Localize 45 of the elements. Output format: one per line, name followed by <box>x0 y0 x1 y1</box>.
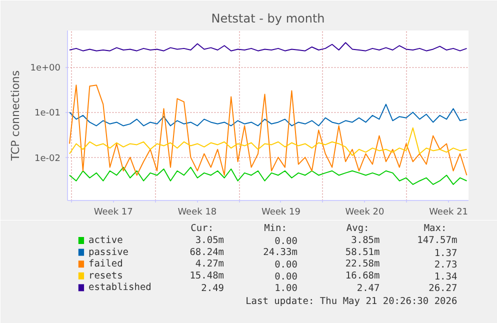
text: Last update: Thu May 21 20:26:30 2026 <box>246 296 458 307</box>
legend-label: resets <box>88 270 123 282</box>
y-tick-label: 1e-01 <box>34 108 61 119</box>
text: 0.00 <box>274 236 298 247</box>
text: 1.00 <box>274 283 298 294</box>
y-tick-label: 1e+00 <box>30 64 61 74</box>
text: 24.33m <box>263 246 298 258</box>
text: 15.48m <box>190 270 224 282</box>
text: Cur: <box>190 223 214 234</box>
text: 2.49 <box>201 283 224 294</box>
x-tick-label: Week 20 <box>345 208 385 218</box>
text: 0.00 <box>274 260 298 271</box>
text: Avg: <box>346 223 370 234</box>
x-tick-label: Week 17 <box>94 208 133 218</box>
text: Min: <box>264 223 287 234</box>
text: Max: <box>424 223 447 234</box>
text: 4.27m <box>195 258 224 270</box>
text: 1.37 <box>434 248 458 259</box>
line-series <box>68 127 468 156</box>
line-series <box>68 42 468 52</box>
chart-title: Netstat - by month <box>211 12 325 26</box>
x-tick-label: Week 18 <box>178 208 217 218</box>
x-tick-label: Week 19 <box>261 208 301 218</box>
text: 22.58m <box>345 258 380 270</box>
text: 2.73 <box>434 260 458 271</box>
text: 3.85m <box>351 235 380 246</box>
text: 1.34 <box>434 271 458 282</box>
legend-label: established <box>88 282 152 294</box>
y-tick-label: 1e-02 <box>34 154 61 164</box>
text: 2.47 <box>356 283 380 294</box>
line-series <box>68 84 468 176</box>
text: 3.05m <box>195 235 224 246</box>
text: 16.68m <box>345 270 380 282</box>
legend-label: active <box>88 235 124 246</box>
legend-label: passive <box>88 246 129 258</box>
text: 68.24m <box>190 246 224 258</box>
text: 26.27 <box>428 283 458 294</box>
line-series <box>68 104 468 126</box>
x-tick-label: Week 21 <box>429 208 468 218</box>
text: 0.00 <box>274 271 298 282</box>
line-series <box>68 166 468 185</box>
legend-label: failed <box>88 258 123 270</box>
text: 147.57m <box>417 235 458 246</box>
y-axis-title: TCP connections <box>9 70 22 162</box>
text: 58.51m <box>345 246 380 258</box>
